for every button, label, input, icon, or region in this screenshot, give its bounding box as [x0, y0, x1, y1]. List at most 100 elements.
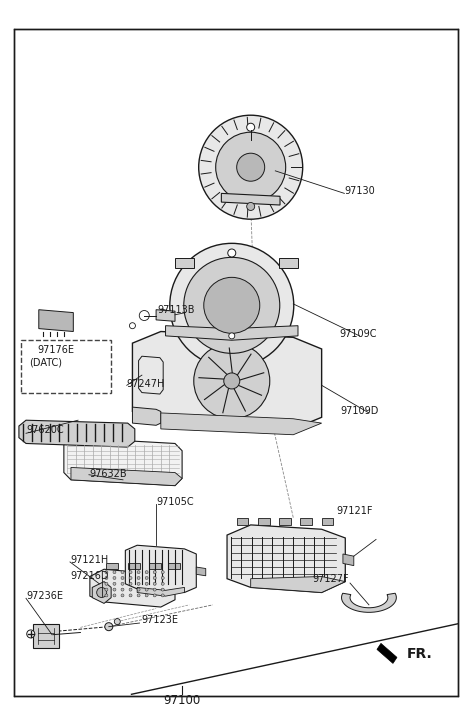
Text: 97113B: 97113B [157, 305, 194, 316]
Circle shape [247, 123, 254, 132]
Circle shape [145, 588, 148, 591]
Text: 97105C: 97105C [156, 497, 194, 507]
Circle shape [170, 244, 294, 367]
Circle shape [105, 571, 108, 574]
Circle shape [129, 594, 132, 597]
Circle shape [161, 582, 164, 585]
Circle shape [105, 582, 108, 585]
Polygon shape [166, 326, 298, 340]
Circle shape [229, 333, 235, 339]
Circle shape [153, 594, 156, 597]
Polygon shape [19, 420, 135, 447]
Text: 97109D: 97109D [341, 406, 379, 416]
Polygon shape [221, 193, 280, 205]
Circle shape [236, 153, 265, 181]
Circle shape [137, 577, 140, 579]
Circle shape [139, 310, 149, 321]
Polygon shape [137, 587, 184, 596]
Polygon shape [161, 309, 170, 318]
Circle shape [145, 594, 148, 597]
Text: 97176E: 97176E [37, 345, 74, 356]
Circle shape [113, 571, 116, 574]
Circle shape [161, 588, 164, 591]
Circle shape [161, 594, 164, 597]
Polygon shape [125, 545, 196, 593]
Circle shape [105, 622, 113, 631]
Circle shape [216, 132, 286, 202]
Text: 97632B: 97632B [89, 469, 127, 479]
Circle shape [199, 115, 303, 220]
Polygon shape [39, 310, 73, 332]
Polygon shape [279, 258, 298, 268]
Polygon shape [342, 593, 396, 612]
Text: 97247H: 97247H [127, 379, 165, 389]
Circle shape [105, 577, 108, 579]
Circle shape [145, 582, 148, 585]
Circle shape [137, 588, 140, 591]
Polygon shape [161, 413, 322, 435]
Text: 97216D: 97216D [70, 571, 108, 581]
Circle shape [113, 588, 116, 591]
Circle shape [184, 257, 280, 353]
Circle shape [153, 577, 156, 579]
Text: 97123E: 97123E [141, 615, 178, 625]
Circle shape [137, 582, 140, 585]
Circle shape [247, 202, 254, 211]
Circle shape [137, 594, 140, 597]
Circle shape [194, 343, 270, 419]
Circle shape [153, 588, 156, 591]
Circle shape [129, 577, 132, 579]
Polygon shape [168, 563, 180, 569]
Polygon shape [139, 356, 163, 394]
Polygon shape [149, 563, 161, 569]
Circle shape [121, 594, 124, 597]
Polygon shape [236, 518, 248, 525]
Circle shape [129, 571, 132, 574]
Text: 97121F: 97121F [337, 506, 373, 516]
Circle shape [113, 577, 116, 579]
Circle shape [137, 571, 140, 574]
Circle shape [228, 249, 236, 257]
Polygon shape [300, 518, 312, 525]
Text: 97620C: 97620C [26, 425, 64, 435]
Text: 97130: 97130 [344, 186, 375, 196]
Polygon shape [377, 643, 397, 664]
Circle shape [129, 582, 132, 585]
Polygon shape [128, 563, 140, 569]
Circle shape [113, 594, 116, 597]
Text: 97109C: 97109C [340, 329, 377, 340]
FancyBboxPatch shape [34, 624, 59, 648]
Circle shape [204, 277, 260, 334]
Polygon shape [92, 582, 111, 603]
Polygon shape [175, 258, 194, 268]
Circle shape [161, 577, 164, 579]
Circle shape [153, 582, 156, 585]
Circle shape [96, 587, 107, 598]
Circle shape [145, 577, 148, 579]
Polygon shape [279, 518, 291, 525]
Circle shape [105, 594, 108, 597]
Polygon shape [132, 407, 161, 425]
Polygon shape [258, 518, 270, 525]
Text: FR.: FR. [407, 647, 432, 662]
Text: 97121H: 97121H [70, 555, 108, 565]
Circle shape [114, 619, 120, 624]
Circle shape [224, 373, 240, 389]
Circle shape [161, 571, 164, 574]
Circle shape [27, 630, 35, 638]
Circle shape [105, 588, 108, 591]
Circle shape [113, 582, 116, 585]
Polygon shape [132, 332, 322, 429]
Polygon shape [64, 438, 182, 486]
Text: 97127F: 97127F [312, 574, 349, 584]
FancyBboxPatch shape [21, 340, 111, 393]
Circle shape [130, 323, 135, 329]
Circle shape [145, 571, 148, 574]
Text: 97236E: 97236E [26, 591, 63, 601]
Polygon shape [71, 467, 182, 486]
Text: 97100: 97100 [164, 694, 201, 707]
Circle shape [121, 588, 124, 591]
Polygon shape [106, 563, 118, 569]
Polygon shape [196, 567, 206, 576]
Polygon shape [90, 569, 175, 607]
